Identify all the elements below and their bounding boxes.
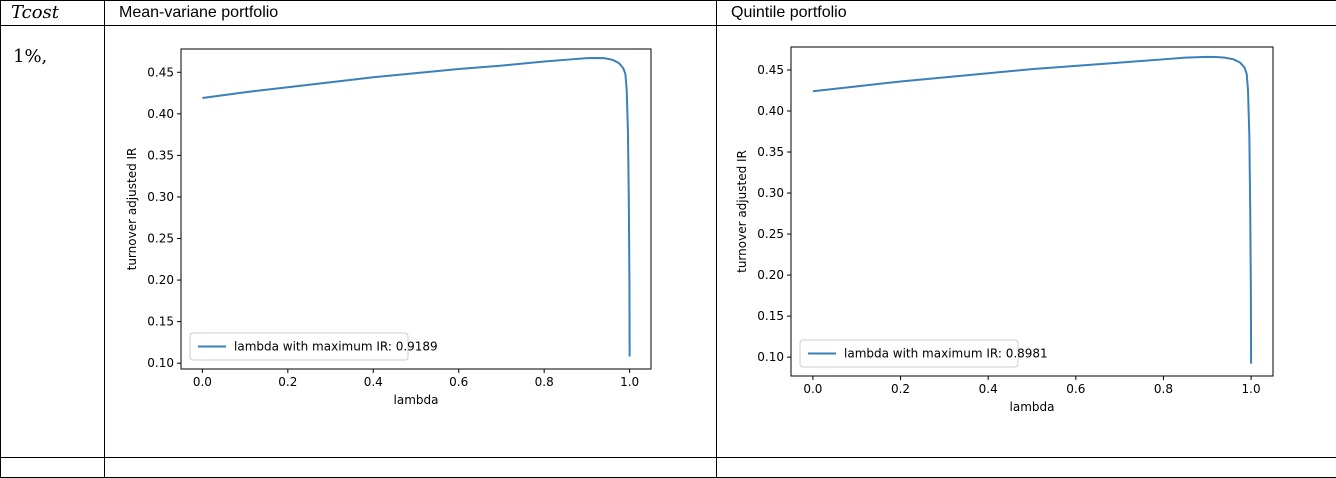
x-tick-label: 0.6 [1066, 382, 1085, 396]
table-row [1, 458, 1336, 478]
empty-cell [1, 458, 105, 478]
header-cell-quintile: Quintile portfolio [717, 1, 1336, 26]
plot-frame [181, 49, 651, 369]
x-tick-label: 0.8 [535, 375, 554, 389]
header-quintile-label: Quintile portfolio [717, 1, 1336, 25]
y-tick-label: 0.25 [757, 227, 784, 241]
y-tick-label: 0.10 [757, 350, 784, 364]
legend-label: lambda with maximum IR: 0.8981 [844, 347, 1048, 361]
y-tick-label: 0.45 [757, 63, 784, 77]
header-mean-variance-label: Mean-variane portfolio [105, 1, 716, 25]
header-cell-tcost: Tcost [1, 1, 105, 26]
x-tick-label: 0.0 [803, 382, 822, 396]
chart-cell-quintile: 0.0 0.2 0.4 0.6 0.8 1.0 0.10 0.15 0.20 0.25 0.30 0.… [717, 26, 1336, 458]
series-line [202, 58, 629, 357]
header-cell-mean-variance: Mean-variane portfolio [105, 1, 717, 26]
x-tick-label: 0.2 [278, 375, 297, 389]
empty-cell [717, 458, 1336, 478]
y-axis-label: turnover adjusted IR [125, 148, 139, 271]
x-tick-label: 1.0 [1242, 382, 1261, 396]
y-tick-label: 0.10 [147, 356, 174, 370]
y-tick-label: 0.45 [147, 65, 174, 79]
mean-variance-chart: 0.0 0.2 0.4 0.6 0.8 1.0 0.10 0.15 0.20 0.25 0.30 0.… [105, 26, 715, 452]
y-axis-label: turnover adjusted IR [735, 150, 749, 273]
y-tick-label: 0.20 [757, 268, 784, 282]
x-axis-label: lambda [394, 393, 439, 407]
y-tick-label: 0.25 [147, 232, 174, 246]
row-label-cell: 1%, [1, 26, 105, 458]
x-tick-label: 0.0 [193, 375, 212, 389]
series-line [813, 57, 1251, 364]
x-axis-label: lambda [1010, 400, 1055, 414]
y-tick-label: 0.20 [147, 273, 174, 287]
row-label: 1%, [1, 26, 104, 67]
y-tick-label: 0.15 [757, 309, 784, 323]
y-tick-label: 0.15 [147, 315, 174, 329]
y-tick-label: 0.40 [147, 107, 174, 121]
quintile-chart: 0.0 0.2 0.4 0.6 0.8 1.0 0.10 0.15 0.20 0.25 0.30 0.… [717, 26, 1335, 452]
y-tick-label: 0.30 [147, 190, 174, 204]
y-tick-label: 0.35 [757, 145, 784, 159]
y-tick-label: 0.35 [147, 148, 174, 162]
empty-cell [105, 458, 717, 478]
y-tick-label: 0.30 [757, 186, 784, 200]
x-tick-label: 0.2 [891, 382, 910, 396]
plot-frame [791, 47, 1273, 376]
y-tick-label: 0.40 [757, 104, 784, 118]
header-row: Tcost Mean-variane portfolio Quintile po… [1, 1, 1336, 26]
chart-cell-mean-variance: 0.0 0.2 0.4 0.6 0.8 1.0 0.10 0.15 0.20 0.25 0.30 0.… [105, 26, 717, 458]
x-tick-label: 0.4 [979, 382, 998, 396]
x-tick-label: 0.6 [449, 375, 468, 389]
legend-label: lambda with maximum IR: 0.9189 [234, 340, 438, 354]
header-tcost-label: Tcost [1, 1, 104, 25]
x-tick-label: 0.8 [1154, 382, 1173, 396]
x-tick-label: 0.4 [364, 375, 383, 389]
x-tick-label: 1.0 [620, 375, 639, 389]
